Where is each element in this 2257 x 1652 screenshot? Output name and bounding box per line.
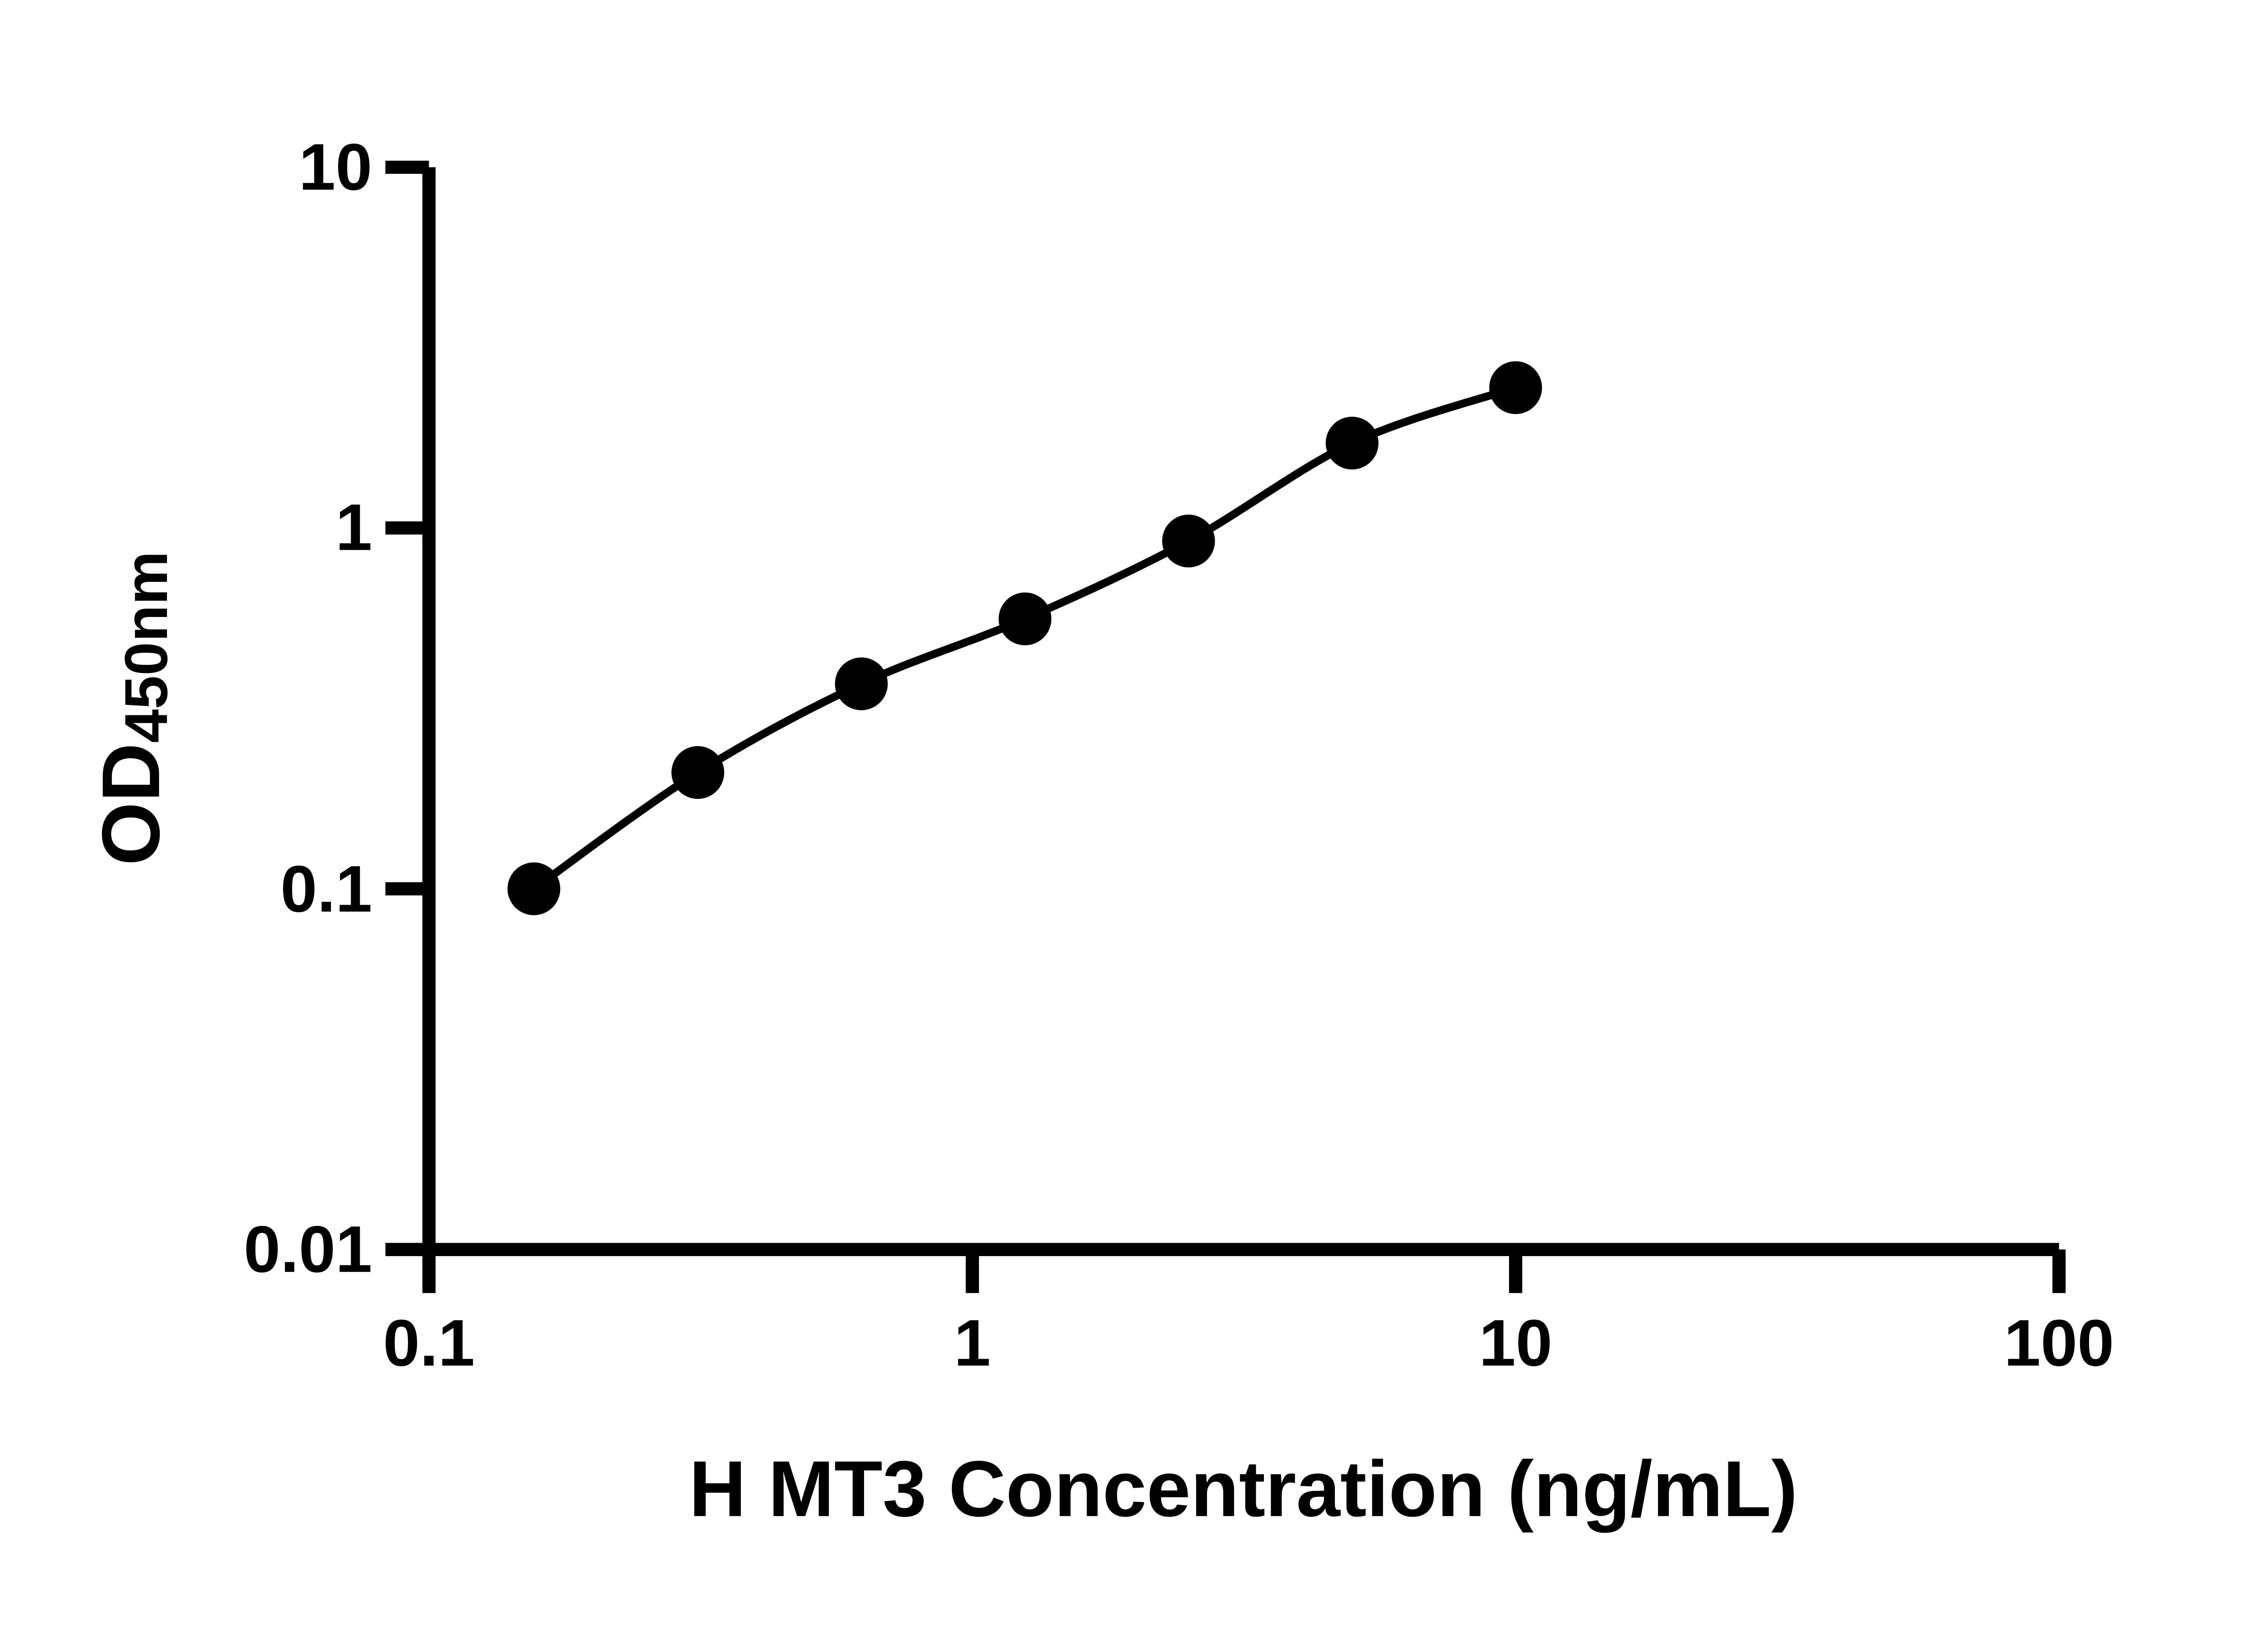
x-tick-label-0.1: 0.1 <box>383 1306 475 1381</box>
y-tick-label-0.01: 0.01 <box>243 1212 372 1287</box>
y-axis-title: OD450nm <box>85 551 181 866</box>
y-axis-title-subscript: 450nm <box>112 551 181 743</box>
data-point <box>671 746 724 799</box>
data-point <box>507 862 561 915</box>
data-point <box>998 593 1052 645</box>
x-tick-label-100: 100 <box>2004 1306 2114 1381</box>
data-point <box>1162 515 1215 568</box>
y-axis-title-main: OD <box>86 743 178 866</box>
y-tick-label-10: 10 <box>298 130 372 204</box>
x-tick-label-1: 1 <box>954 1306 991 1381</box>
y-tick-label-0.1: 0.1 <box>280 852 372 926</box>
y-tick-label-1: 1 <box>335 491 372 565</box>
data-point <box>1489 361 1542 414</box>
axis-spines <box>422 167 2059 1257</box>
chart-canvas <box>385 161 2066 1294</box>
x-tick-label-10: 10 <box>1479 1306 1553 1381</box>
data-point <box>1325 417 1379 470</box>
x-axis-title: H MT3 Concentration (ng/mL) <box>689 1445 1798 1534</box>
data-point <box>835 657 888 710</box>
elisa-standard-curve-figure: 0.01 0.1 1 10 0.1 1 10 100 OD450nm H MT3… <box>0 21 2257 1631</box>
